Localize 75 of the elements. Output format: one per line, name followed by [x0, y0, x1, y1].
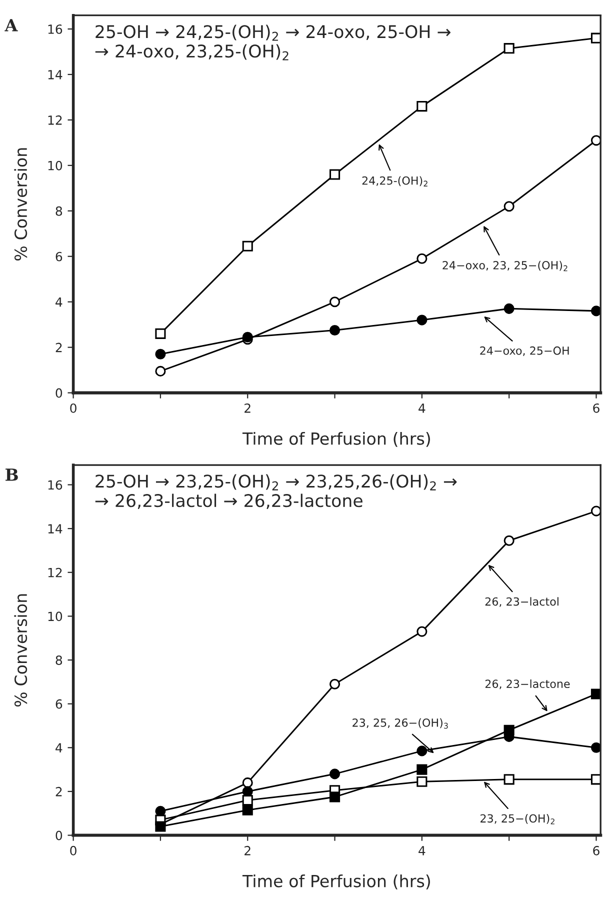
- point: [329, 792, 340, 802]
- point: [590, 688, 601, 700]
- annotation: 24−oxo, 23, 25−(OH)$_{2}$: [442, 260, 568, 272]
- point: [590, 506, 601, 516]
- point: [242, 777, 253, 788]
- x-tick-label: 0: [70, 846, 76, 856]
- point: [416, 101, 428, 112]
- point: [416, 764, 428, 775]
- chart-title: 25-OH → 23,25-(OH)$_{2}$ → 23,25,26-(OH)$_{2}$ → → 26,23-lactol → 26,23-lactone: [95, 474, 457, 509]
- point: [329, 678, 340, 690]
- x-tick-label: 6: [593, 846, 600, 856]
- point: [416, 776, 428, 787]
- y-axis-title: % Conversion: [14, 594, 28, 707]
- x-tick-label: 6: [593, 403, 600, 413]
- point: [242, 240, 253, 252]
- point: [504, 43, 514, 54]
- point: [242, 794, 253, 806]
- annotation: 23, 25, 26−(OH)$_{3}$: [352, 718, 448, 729]
- y-tick-label: 4: [56, 743, 62, 752]
- x-axis-title: Time of Perfusion (hrs): [242, 874, 430, 890]
- y-tick-label: 14: [48, 524, 62, 534]
- point: [416, 746, 428, 756]
- y-tick-label: 0: [56, 388, 62, 398]
- point: [590, 742, 601, 753]
- x-axis-title: Time of Perfusion (hrs): [242, 432, 430, 447]
- point: [590, 774, 601, 785]
- point: [329, 768, 340, 780]
- annotation: 24,25-(OH)$_{2}$: [362, 176, 428, 186]
- point: [504, 724, 514, 736]
- y-tick-label: 14: [48, 70, 62, 80]
- annotation: 24−oxo, 25−OH: [480, 346, 569, 356]
- x-tick-label: 2: [244, 403, 250, 413]
- point: [504, 201, 514, 212]
- y-tick-label: 12: [48, 115, 62, 125]
- y-axis-title: % Conversion: [14, 148, 28, 260]
- point: [329, 296, 340, 308]
- point: [590, 135, 601, 146]
- point: [590, 306, 601, 316]
- text: B: [6, 468, 18, 481]
- x-tick-label: 0: [70, 403, 76, 413]
- y-tick-label: 0: [56, 830, 62, 840]
- point: [242, 332, 253, 342]
- y-tick-label: 6: [56, 252, 62, 262]
- point: [416, 626, 428, 637]
- point: [155, 366, 166, 376]
- x-tick-label: 2: [244, 846, 250, 856]
- y-tick-label: 10: [48, 160, 62, 170]
- y-tick-label: 2: [56, 342, 62, 352]
- point: [416, 253, 428, 264]
- y-tick-label: 8: [56, 655, 62, 665]
- x-tick-label: 4: [418, 846, 426, 856]
- point: [504, 535, 514, 546]
- point: [155, 328, 166, 339]
- point: [590, 32, 601, 44]
- point: [504, 303, 514, 314]
- y-tick-label: 16: [48, 480, 62, 490]
- annotation: 23, 25−(OH)$_{2}$: [480, 814, 554, 824]
- point: [329, 169, 340, 180]
- point: [155, 348, 166, 360]
- x-tick-label: 4: [418, 404, 426, 413]
- y-tick-label: 2: [56, 786, 62, 796]
- point: [504, 774, 514, 785]
- point: [242, 804, 253, 816]
- y-tick-label: 8: [56, 206, 62, 216]
- text: 25-OH → 24,25-(OH)$_{2}$ → 24-oxo, 25-OH → → 24-oxo, 23,25-(OH)$_{2}$: [95, 24, 450, 60]
- y-tick-label: 16: [48, 24, 62, 34]
- y-tick-label: 12: [48, 568, 62, 578]
- y-tick-label: 4: [56, 297, 62, 307]
- point: [329, 324, 340, 336]
- text: A: [4, 19, 18, 32]
- annotation: 26, 23−lactone: [485, 679, 570, 690]
- y-tick-label: 10: [48, 612, 62, 622]
- y-tick-label: 6: [56, 699, 62, 709]
- point: [416, 314, 428, 326]
- annotation: 26, 23−lactol: [485, 597, 558, 607]
